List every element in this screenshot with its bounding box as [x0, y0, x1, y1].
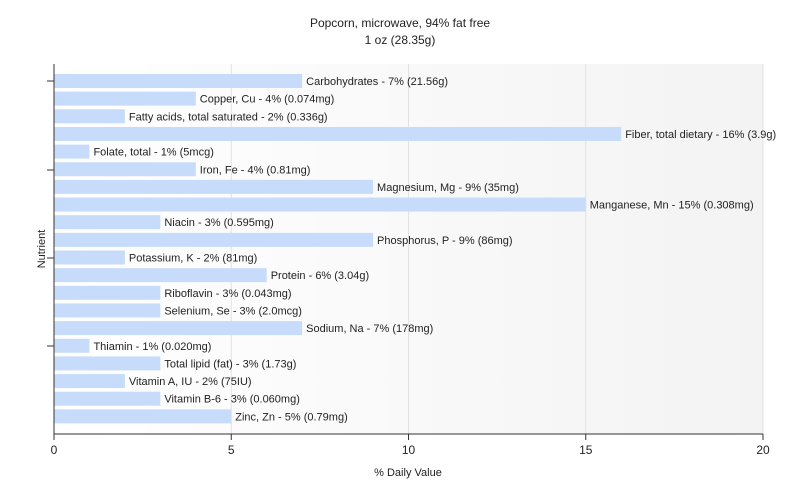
x-tick-label: 15: [579, 443, 593, 457]
bar-label: Vitamin B-6 - 3% (0.060mg): [164, 394, 300, 406]
bar: [54, 409, 232, 424]
x-axis-title: % Daily Value: [374, 467, 442, 479]
bar: [54, 179, 374, 194]
bar: [54, 144, 90, 159]
bar: [54, 126, 622, 141]
bar: [54, 321, 303, 336]
bar-label: Vitamin A, IU - 2% (75IU): [129, 376, 252, 388]
bar: [54, 250, 125, 265]
bar-label: Protein - 6% (3.04g): [271, 270, 369, 282]
bar: [54, 285, 161, 300]
bar: [54, 162, 196, 177]
bar-label: Magnesium, Mg - 9% (35mg): [377, 182, 519, 194]
bar-label: Phosphorus, P - 9% (86mg): [377, 235, 513, 247]
x-tick-label: 10: [402, 443, 416, 457]
bar: [54, 215, 161, 230]
bar-label: Thiamin - 1% (0.020mg): [93, 341, 211, 353]
bar-label: Niacin - 3% (0.595mg): [164, 217, 273, 229]
chart-subtitle: 1 oz (28.35g): [365, 33, 436, 47]
x-tick-label: 0: [51, 443, 58, 457]
x-ticks: 0 5 10 15 20: [51, 434, 770, 457]
bars: Carbohydrates - 7% (21.56g) Copper, Cu - …: [54, 74, 776, 424]
bar-label: Manganese, Mn - 15% (0.308mg): [590, 200, 754, 212]
bar-label: Selenium, Se - 3% (2.0mcg): [164, 305, 302, 317]
x-tick-label: 5: [228, 443, 235, 457]
bar-label: Copper, Cu - 4% (0.074mg): [200, 94, 335, 106]
bar: [54, 109, 125, 124]
bar: [54, 197, 586, 212]
bar: [54, 91, 196, 106]
bar-label: Carbohydrates - 7% (21.56g): [306, 76, 448, 88]
chart-title: Popcorn, microwave, 94% fat free: [310, 16, 490, 30]
bar: [54, 374, 125, 389]
bar: [54, 356, 161, 371]
bar: [54, 338, 90, 353]
bar: [54, 232, 374, 247]
bar-label: Total lipid (fat) - 3% (1.73g): [164, 358, 296, 370]
gridlines: [230, 64, 764, 434]
bar-label: Iron, Fe - 4% (0.81mg): [200, 164, 311, 176]
bar: [54, 268, 267, 283]
bar-label: Fatty acids, total saturated - 2% (0.336…: [129, 111, 328, 123]
bar: [54, 391, 161, 406]
y-axis-title: Nutrient: [36, 230, 48, 269]
bar-label: Fiber, total dietary - 16% (3.9g): [625, 129, 776, 141]
bar-label: Zinc, Zn - 5% (0.79mg): [235, 411, 347, 423]
x-tick-label: 20: [756, 443, 770, 457]
bar: [54, 74, 303, 88]
bar-label: Sodium, Na - 7% (178mg): [306, 323, 433, 335]
bar: [54, 303, 161, 318]
bar-label: Potassium, K - 2% (81mg): [129, 253, 257, 265]
bar-label: Folate, total - 1% (5mcg): [93, 147, 213, 159]
bar-label: Riboflavin - 3% (0.043mg): [164, 288, 291, 300]
